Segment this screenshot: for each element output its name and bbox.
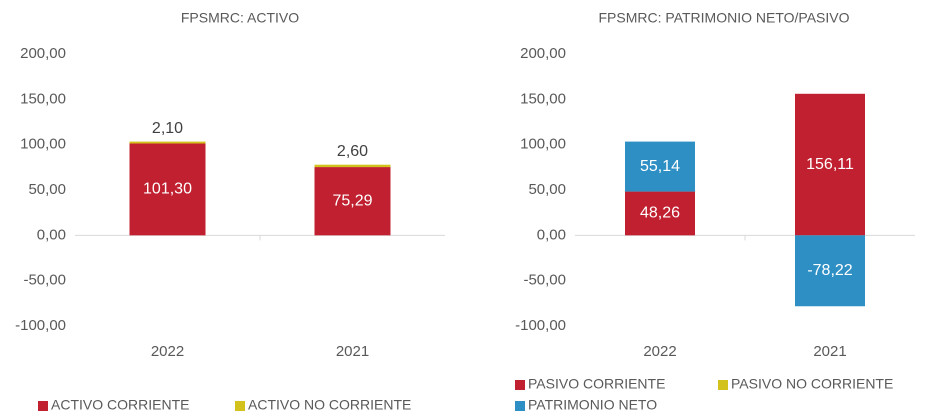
- bar-segment: [314, 167, 391, 236]
- value-label: 55,14: [640, 158, 680, 175]
- y-tick-label: -100,00: [15, 317, 66, 334]
- bar-segment: [129, 141, 206, 144]
- bar-segment: [795, 235, 865, 307]
- y-tick-label: 200,00: [520, 45, 566, 62]
- y-tick-label: 50,00: [28, 181, 66, 198]
- legend-label: PASIVO NO CORRIENTE: [731, 376, 893, 392]
- value-label: 156,11: [806, 156, 854, 173]
- legend-label: ACTIVO CORRIENTE: [51, 397, 189, 413]
- y-tick-label: 0,00: [537, 226, 566, 243]
- legend-label: PASIVO CORRIENTE: [528, 376, 665, 392]
- y-tick-label: 150,00: [520, 90, 566, 107]
- bar-segment: [129, 143, 206, 236]
- y-tick-label: 0,00: [37, 226, 66, 243]
- legend-swatch: [235, 401, 245, 411]
- value-label: 75,29: [332, 192, 372, 209]
- x-tick-label: 2021: [336, 343, 369, 360]
- bar-segment: [625, 191, 695, 236]
- y-tick-label: -100,00: [515, 317, 566, 334]
- chart-title: FPSMRC: PATRIMONIO NETO/PASIVO: [599, 10, 850, 26]
- chart-title: FPSMRC: ACTIVO: [181, 10, 299, 26]
- x-tick-label: 2021: [813, 343, 846, 360]
- legend-label: PATRIMONIO NETO: [528, 397, 657, 413]
- legend-swatch: [718, 380, 728, 390]
- y-tick-label: 100,00: [520, 136, 566, 153]
- value-label: 48,26: [640, 205, 680, 222]
- x-tick-label: 2022: [643, 343, 676, 360]
- y-tick-label: 50,00: [528, 181, 566, 198]
- y-tick-label: 200,00: [20, 45, 66, 62]
- bar-segment: [625, 141, 695, 192]
- legend-swatch: [515, 380, 525, 390]
- x-tick-label: 2022: [151, 343, 184, 360]
- y-tick-label: 100,00: [20, 136, 66, 153]
- legend-swatch: [38, 401, 48, 411]
- legend-swatch: [515, 401, 525, 411]
- value-label: 2,10: [152, 120, 183, 137]
- y-tick-label: -50,00: [23, 272, 66, 289]
- value-label: -78,22: [807, 262, 852, 279]
- bar-segment: [314, 164, 391, 168]
- legend-label: ACTIVO NO CORRIENTE: [248, 397, 411, 413]
- value-label: 101,30: [143, 181, 192, 198]
- value-label: 2,60: [337, 143, 368, 160]
- y-tick-label: 150,00: [20, 90, 66, 107]
- bar-segment: [795, 93, 865, 236]
- y-tick-label: -50,00: [523, 272, 566, 289]
